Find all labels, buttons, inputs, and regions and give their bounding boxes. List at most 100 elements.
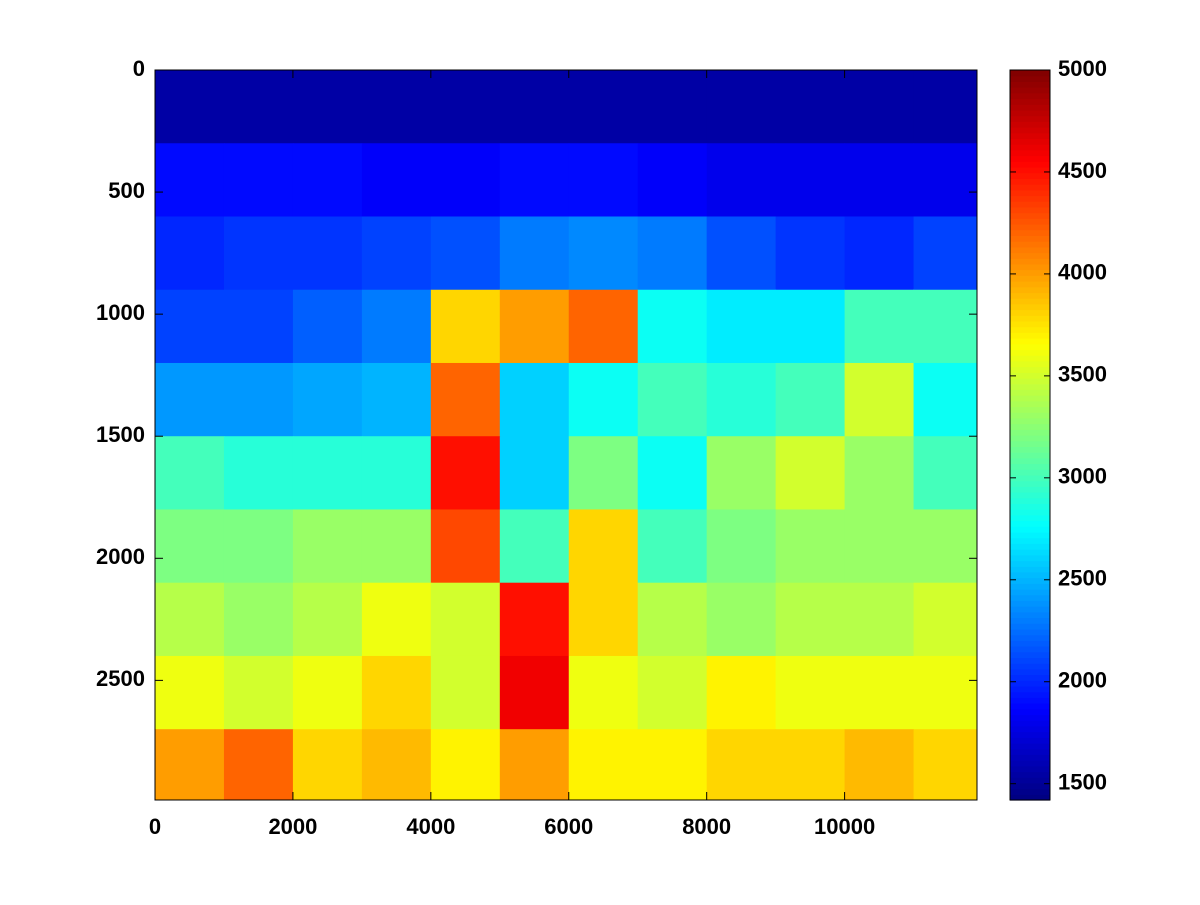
cell <box>155 729 225 800</box>
cell <box>844 729 915 800</box>
cell <box>706 729 777 800</box>
cell <box>913 509 977 584</box>
cell <box>775 289 846 364</box>
cell <box>430 70 501 144</box>
colorbar-swatch <box>1010 263 1050 271</box>
cell <box>155 655 225 730</box>
colorbar-swatch <box>1010 606 1050 613</box>
cell <box>155 289 225 364</box>
colorbar-swatch <box>1010 640 1050 647</box>
cell <box>844 70 915 144</box>
heatmap <box>155 70 977 800</box>
colorbar-swatch <box>1010 651 1050 659</box>
cell <box>844 436 915 510</box>
colorbar-swatch <box>1010 121 1050 128</box>
colorbar-swatch <box>1010 286 1050 294</box>
cell <box>292 436 363 510</box>
cell <box>775 729 846 800</box>
cell <box>292 70 363 144</box>
y-tick-label: 1500 <box>96 422 145 447</box>
colorbar-swatch <box>1010 497 1050 505</box>
colorbar-swatch <box>1010 691 1050 698</box>
cell <box>430 289 501 364</box>
cell <box>292 289 363 364</box>
cell <box>361 582 432 657</box>
x-tick-label: 10000 <box>814 814 875 839</box>
colorbar-swatch <box>1010 514 1050 522</box>
colorbar-swatch <box>1010 349 1050 356</box>
colorbar-swatch <box>1010 109 1050 117</box>
cell <box>568 216 639 291</box>
colorbar-swatch <box>1010 463 1050 470</box>
colorbar-swatch <box>1010 127 1050 134</box>
colorbar-swatch <box>1010 537 1050 544</box>
colorbar-swatch <box>1010 320 1050 328</box>
cell <box>223 436 294 510</box>
colorbar-swatch <box>1010 195 1050 202</box>
cell <box>430 436 501 510</box>
colorbar-swatch <box>1010 492 1050 499</box>
colorbar-swatch <box>1010 400 1050 408</box>
cell <box>430 143 501 217</box>
colorbar-swatch <box>1010 281 1050 288</box>
cell <box>568 143 639 217</box>
cell <box>223 729 294 800</box>
cell <box>292 216 363 291</box>
cell <box>155 216 225 291</box>
colorbar-swatch <box>1010 782 1050 790</box>
colorbar-swatch <box>1010 92 1050 100</box>
colorbar-swatch <box>1010 600 1050 607</box>
cell <box>499 289 570 364</box>
cell <box>844 655 915 730</box>
colorbar-swatch <box>1010 685 1050 693</box>
cell <box>913 216 977 291</box>
colorbar-swatch <box>1010 252 1050 259</box>
cell <box>568 362 639 437</box>
cell <box>637 143 708 217</box>
colorbar-swatch <box>1010 189 1050 197</box>
cell <box>155 582 225 657</box>
cell <box>361 436 432 510</box>
colorbar-swatch <box>1010 218 1050 225</box>
cell <box>223 143 294 217</box>
x-tick-label: 2000 <box>268 814 317 839</box>
cell <box>637 655 708 730</box>
colorbar-swatch <box>1010 788 1050 795</box>
cell <box>361 362 432 437</box>
colorbar-swatch <box>1010 543 1050 550</box>
cell <box>637 70 708 144</box>
cell <box>844 289 915 364</box>
colorbar-swatch <box>1010 81 1050 88</box>
cell <box>706 582 777 657</box>
cell <box>361 70 432 144</box>
colorbar-swatch <box>1010 70 1050 77</box>
cell <box>155 509 225 584</box>
colorbar-swatch <box>1010 258 1050 265</box>
colorbar-swatch <box>1010 708 1050 716</box>
cell <box>361 216 432 291</box>
x-tick-label: 0 <box>149 814 161 839</box>
cell <box>499 655 570 730</box>
cell <box>775 362 846 437</box>
colorbar-swatch <box>1010 395 1050 402</box>
cell <box>844 216 915 291</box>
colorbar-swatch <box>1010 206 1050 214</box>
colorbar-swatch <box>1010 201 1050 208</box>
colorbar-swatch <box>1010 503 1050 510</box>
cell <box>568 729 639 800</box>
cell <box>775 582 846 657</box>
colorbar: 1500 2000 2500 3000 3500 4000 4500 5000 <box>1009 56 1107 801</box>
cell <box>223 655 294 730</box>
cell <box>568 436 639 510</box>
cell <box>568 289 639 364</box>
cell <box>913 362 977 437</box>
colorbar-swatch <box>1010 383 1050 390</box>
cell <box>361 729 432 800</box>
colorbar-swatch <box>1010 754 1050 761</box>
colorbar-swatch <box>1010 229 1050 236</box>
cell <box>361 143 432 217</box>
cell <box>775 436 846 510</box>
colorbar-swatch <box>1010 429 1050 436</box>
colorbar-swatch <box>1010 771 1050 778</box>
